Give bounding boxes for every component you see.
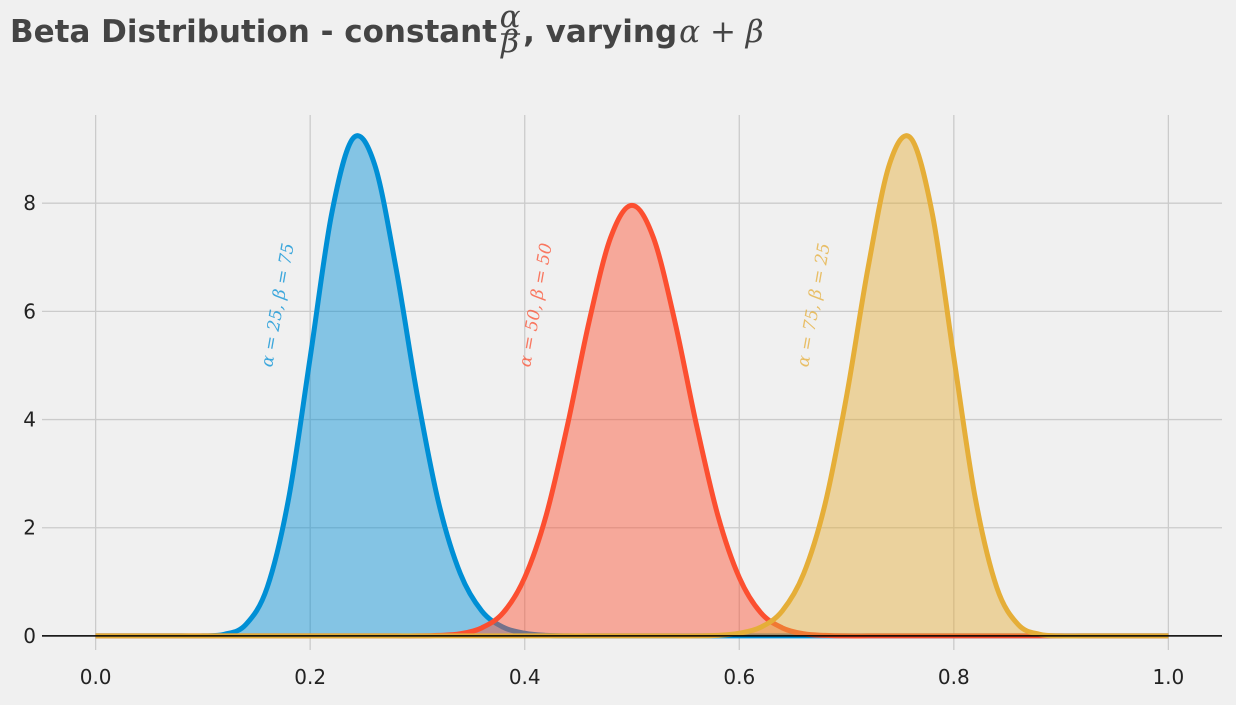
area	[95, 135, 1169, 637]
title-fraction-denominator: β	[500, 24, 519, 60]
x-tick-label: 0.2	[294, 665, 326, 689]
x-tick-label: 0.4	[509, 665, 541, 689]
y-tick-label: 4	[23, 408, 36, 432]
chart-title: , varying	[523, 14, 677, 50]
chart-title-math: α + β	[679, 14, 764, 50]
x-tick-label: 0.6	[723, 665, 755, 689]
y-tick-label: 2	[23, 516, 36, 540]
x-tick-label: 0.0	[80, 665, 112, 689]
y-tick-label: 0	[23, 624, 36, 648]
area	[95, 205, 1169, 636]
y-tick-label: 6	[23, 299, 36, 323]
title-fraction-numerator: α	[500, 0, 521, 35]
x-tick-label: 1.0	[1152, 665, 1184, 689]
y-tick-label: 8	[23, 191, 36, 215]
x-tick-label: 0.8	[938, 665, 970, 689]
area	[95, 135, 1169, 637]
chart-title: Beta Distribution - constant	[10, 14, 497, 50]
